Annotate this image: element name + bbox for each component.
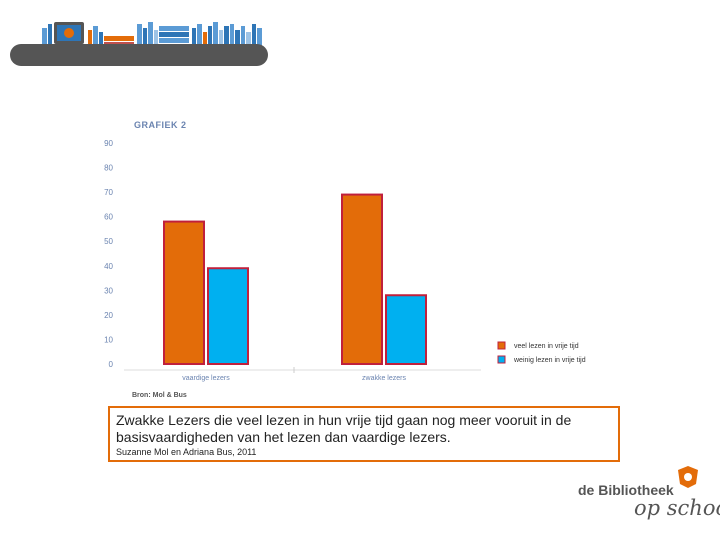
- y-tick-label: 90: [104, 139, 113, 148]
- y-tick-label: 80: [104, 164, 113, 173]
- header-bar: [10, 44, 268, 66]
- y-tick-label: 10: [104, 335, 113, 344]
- y-tick-label: 0: [109, 360, 114, 369]
- x-tick-label: zwakke lezers: [362, 375, 406, 382]
- logo-mark-icon: [678, 466, 698, 488]
- logo-line2: op school: [634, 496, 720, 520]
- header-banner: [18, 8, 268, 68]
- y-tick-label: 50: [104, 237, 113, 246]
- caption-text: Zwakke Lezers die veel lezen in hun vrij…: [116, 412, 572, 445]
- y-tick-label: 20: [104, 311, 113, 320]
- y-tick-label: 70: [104, 188, 113, 197]
- legend-swatch: [497, 355, 506, 364]
- bar: [385, 294, 427, 365]
- caption-box: Zwakke Lezers die veel lezen in hun vrij…: [108, 406, 620, 462]
- chart-source: Bron: Mol & Bus: [132, 392, 187, 399]
- library-logo: de Bibliotheek op school: [578, 466, 720, 526]
- bar: [207, 267, 249, 366]
- chart-container: GRAFIEK 2 90 80 70 60 50 40 30 20 10 0 vaardige le…: [96, 112, 626, 402]
- legend-swatch: [497, 341, 506, 350]
- logo-line1: de Bibliotheek: [578, 482, 674, 498]
- caption-author: Suzanne Mol en Adriana Bus, 2011: [116, 447, 257, 457]
- y-tick-label: 40: [104, 262, 113, 271]
- y-tick-label: 30: [104, 286, 113, 295]
- x-tick-label: vaardige lezers: [182, 375, 230, 382]
- bar: [163, 220, 205, 365]
- chart-title: GRAFIEK 2: [134, 120, 187, 130]
- legend-label: weinig lezen in vrije tijd: [513, 357, 586, 364]
- legend-label: veel lezen in vrije tijd: [514, 343, 579, 350]
- bar: [341, 193, 383, 365]
- y-tick-label: 60: [104, 213, 113, 222]
- books-illustration: [42, 22, 262, 52]
- bar-chart: 90 80 70 60 50 40 30 20 10 0 vaardige lezers zwakke…: [104, 139, 586, 382]
